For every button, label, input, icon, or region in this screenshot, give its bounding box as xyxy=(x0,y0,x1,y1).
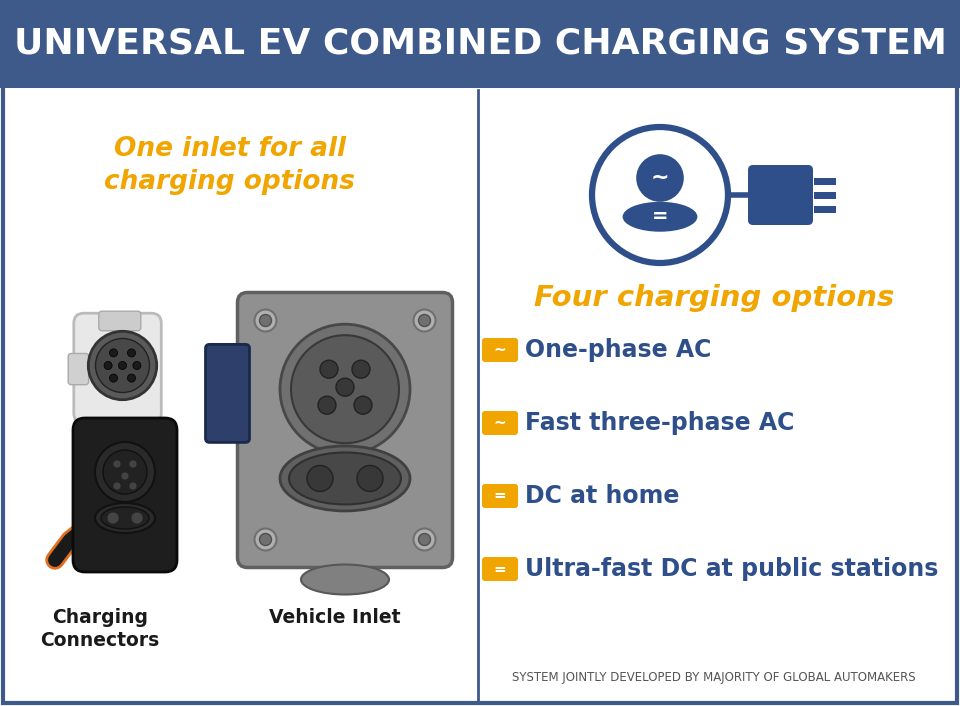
Circle shape xyxy=(336,378,354,396)
Circle shape xyxy=(132,361,141,369)
Circle shape xyxy=(128,349,135,357)
Text: =: = xyxy=(493,489,506,503)
Circle shape xyxy=(354,396,372,414)
Bar xyxy=(814,177,836,184)
Circle shape xyxy=(95,338,150,393)
Circle shape xyxy=(307,465,333,491)
Text: UNIVERSAL EV COMBINED CHARGING SYSTEM: UNIVERSAL EV COMBINED CHARGING SYSTEM xyxy=(13,27,947,61)
Circle shape xyxy=(113,460,121,468)
Text: Fast three-phase AC: Fast three-phase AC xyxy=(525,411,794,435)
Circle shape xyxy=(414,309,436,332)
Circle shape xyxy=(352,360,370,378)
Circle shape xyxy=(259,534,272,546)
Circle shape xyxy=(107,512,119,524)
Ellipse shape xyxy=(280,446,410,511)
Circle shape xyxy=(318,396,336,414)
FancyBboxPatch shape xyxy=(237,292,452,568)
FancyBboxPatch shape xyxy=(74,313,161,423)
Text: One-phase AC: One-phase AC xyxy=(525,338,711,362)
Circle shape xyxy=(280,324,410,454)
Text: One inlet for all
charging options: One inlet for all charging options xyxy=(105,136,355,195)
Bar xyxy=(814,205,836,213)
FancyBboxPatch shape xyxy=(73,418,177,572)
FancyBboxPatch shape xyxy=(482,338,518,362)
Circle shape xyxy=(254,309,276,332)
Circle shape xyxy=(419,534,430,546)
Ellipse shape xyxy=(301,565,389,594)
Bar xyxy=(0,0,960,88)
Circle shape xyxy=(104,361,112,369)
Circle shape xyxy=(95,442,155,502)
Text: Charging
Connectors: Charging Connectors xyxy=(40,608,159,650)
FancyBboxPatch shape xyxy=(482,484,518,508)
Circle shape xyxy=(291,335,399,443)
Circle shape xyxy=(109,349,117,357)
Circle shape xyxy=(419,314,430,326)
FancyBboxPatch shape xyxy=(482,557,518,581)
Text: =: = xyxy=(493,561,506,577)
Text: ~: ~ xyxy=(493,342,506,357)
FancyBboxPatch shape xyxy=(482,411,518,435)
Circle shape xyxy=(320,360,338,378)
Text: DC at home: DC at home xyxy=(525,484,680,508)
Text: ~: ~ xyxy=(493,416,506,431)
Circle shape xyxy=(414,529,436,551)
Ellipse shape xyxy=(101,507,149,529)
Circle shape xyxy=(88,331,156,400)
Text: Vehicle Inlet: Vehicle Inlet xyxy=(269,608,400,627)
Text: SYSTEM JOINTLY DEVELOPED BY MAJORITY OF GLOBAL AUTOMAKERS: SYSTEM JOINTLY DEVELOPED BY MAJORITY OF … xyxy=(513,671,916,685)
Circle shape xyxy=(121,472,129,480)
FancyBboxPatch shape xyxy=(205,345,250,443)
Ellipse shape xyxy=(95,503,155,533)
Bar xyxy=(814,191,836,198)
Text: =: = xyxy=(652,208,668,226)
Circle shape xyxy=(254,529,276,551)
Circle shape xyxy=(357,465,383,491)
FancyBboxPatch shape xyxy=(748,165,813,225)
Text: Four charging options: Four charging options xyxy=(534,284,894,312)
Ellipse shape xyxy=(289,453,401,505)
Circle shape xyxy=(103,450,147,494)
Circle shape xyxy=(636,154,684,202)
FancyBboxPatch shape xyxy=(99,311,141,330)
Circle shape xyxy=(259,314,272,326)
Circle shape xyxy=(118,361,127,369)
Text: Ultra-fast DC at public stations: Ultra-fast DC at public stations xyxy=(525,557,938,581)
Circle shape xyxy=(109,374,117,382)
Circle shape xyxy=(129,482,137,490)
Circle shape xyxy=(129,460,137,468)
Circle shape xyxy=(113,482,121,490)
Circle shape xyxy=(131,512,143,524)
Text: ~: ~ xyxy=(651,168,669,188)
FancyBboxPatch shape xyxy=(68,354,88,385)
Ellipse shape xyxy=(623,202,697,232)
Circle shape xyxy=(128,374,135,382)
